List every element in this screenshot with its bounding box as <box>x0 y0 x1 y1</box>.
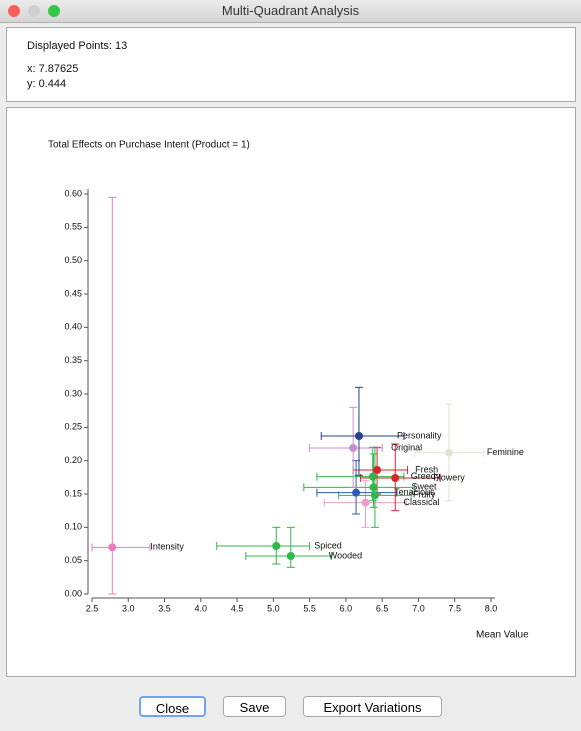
displayed-points: Displayed Points: 13 <box>27 40 128 52</box>
point-label: Greedy <box>411 471 441 481</box>
x-tick-label: 4.5 <box>231 603 244 613</box>
y-tick-label: 0.00 <box>64 588 82 598</box>
point-label: Flowery <box>433 472 465 482</box>
point <box>373 466 382 474</box>
x-tick-label: 6.0 <box>340 603 353 613</box>
zoom-window[interactable] <box>48 5 60 17</box>
y-tick-label: 0.40 <box>64 322 82 332</box>
x-tick-label: 5.5 <box>303 603 316 613</box>
y-tick-label: 0.25 <box>64 422 82 432</box>
point-label: Sweet <box>411 482 437 492</box>
point <box>368 472 377 481</box>
x-tick-label: 7.0 <box>412 603 425 613</box>
x-axis-label: Mean Value <box>476 630 529 641</box>
x-tick-label: 8.0 <box>485 603 498 613</box>
point-label: Tenacious <box>394 487 435 497</box>
x-tick-label: 6.5 <box>376 603 389 613</box>
point <box>352 488 361 497</box>
y-tick-label: 0.15 <box>64 488 82 498</box>
chart-panel: Total Effects on Purchase Intent (Produc… <box>6 107 576 677</box>
y-tick-label: 0.10 <box>64 522 82 532</box>
title-bar: Multi-Quadrant Analysis <box>0 0 581 23</box>
point <box>108 543 117 552</box>
x-tick-label: 5.0 <box>267 603 280 613</box>
y-tick-label: 0.60 <box>64 188 82 198</box>
point-label: Spiced <box>314 540 342 550</box>
close-button[interactable]: Close <box>139 696 206 717</box>
y-tick-label: 0.50 <box>64 255 82 265</box>
point-label: Feminine <box>487 447 524 457</box>
point-label: Personality <box>397 430 442 440</box>
point-label: Intensity <box>150 542 184 552</box>
point <box>286 552 295 560</box>
point <box>272 542 281 550</box>
x-tick-label: 4.0 <box>195 603 208 613</box>
point <box>361 498 370 507</box>
y-readout: y: 0.444 <box>27 78 67 90</box>
x-tick-label: 3.5 <box>158 603 171 613</box>
close-window[interactable] <box>8 5 20 17</box>
chart: Total Effects on Purchase Intent (Produc… <box>48 140 529 641</box>
point-label: Original <box>391 442 422 452</box>
point-label: Fruity <box>413 490 436 500</box>
point <box>349 444 358 452</box>
x-readout: x: 7.87625 <box>27 63 79 75</box>
y-tick-label: 0.55 <box>64 222 82 232</box>
x-tick-label: 7.5 <box>448 603 461 613</box>
point <box>391 474 400 482</box>
chart-title: Total Effects on Purchase Intent (Produc… <box>48 140 250 151</box>
minimize-window[interactable] <box>28 5 40 17</box>
y-tick-label: 0.45 <box>64 288 82 298</box>
x-tick-label: 3.0 <box>122 603 135 613</box>
x-tick-label: 2.5 <box>86 603 99 613</box>
y-tick-label: 0.05 <box>64 555 82 565</box>
y-tick-label: 0.30 <box>64 388 82 398</box>
y-tick-label: 0.35 <box>64 355 82 365</box>
point-label: Fresh <box>415 464 438 474</box>
point <box>369 483 378 492</box>
point <box>354 432 363 440</box>
info-panel: Displayed Points: 13 x: 7.87625 y: 0.444 <box>6 27 576 102</box>
point-label: Classical <box>403 497 439 507</box>
window-title: Multi-Quadrant Analysis <box>221 3 360 18</box>
export-button[interactable]: Export Variations <box>303 696 442 717</box>
y-tick-label: 0.20 <box>64 455 82 465</box>
point-label: Wooded <box>329 550 362 560</box>
point <box>370 491 379 500</box>
save-button[interactable]: Save <box>223 696 286 717</box>
point <box>444 448 453 457</box>
